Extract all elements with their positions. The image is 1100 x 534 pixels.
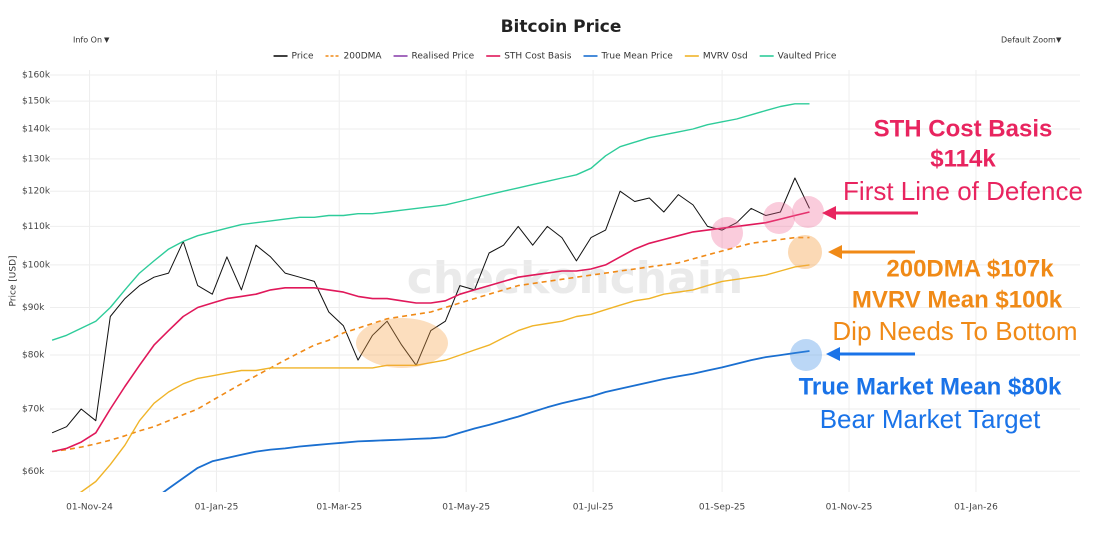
legend-label: True Mean Price — [601, 52, 674, 62]
watermark: checkonchain — [407, 253, 743, 304]
x-tick-label: 01-Jan-25 — [195, 503, 239, 513]
highlight-circle — [790, 339, 822, 371]
legend: Price 200DMA Realised Price STH Cost Basis T… — [273, 52, 837, 62]
x-tick-label: 01-Jul-25 — [573, 503, 614, 513]
annotation: True Market Mean $80k — [799, 373, 1062, 400]
highlight-circle — [711, 217, 743, 249]
y-tick-label: $70k — [22, 404, 45, 414]
x-tick-label: 01-Jan-26 — [954, 503, 998, 513]
y-tick-label: $120k — [22, 187, 51, 197]
annotations: STH Cost Basis $114k First Line of Defence… — [799, 115, 1083, 434]
highlight-circle — [792, 196, 824, 228]
annotation: Bear Market Target — [820, 404, 1041, 434]
zoom-caret[interactable]: ▼ — [1056, 36, 1062, 44]
legend-label: MVRV 0sd — [703, 52, 748, 62]
zoom-select[interactable]: Default Zoom — [1001, 36, 1056, 45]
arrow-head — [828, 245, 842, 259]
y-tick-label: $100k — [22, 260, 51, 270]
info-toggle[interactable]: Info On — [73, 36, 102, 45]
highlight-circle — [788, 235, 822, 269]
x-tick-label: 01-Nov-25 — [826, 503, 873, 513]
annotation: $114k — [930, 145, 996, 172]
series-line — [51, 103, 810, 341]
arrow-head — [822, 206, 836, 220]
x-tick-label: 01-Mar-25 — [316, 503, 362, 513]
y-tick-label: $110k — [22, 222, 51, 232]
series-line — [162, 350, 810, 492]
x-tick-label: 01-Sep-25 — [699, 503, 745, 513]
annotation: 200DMA $107k — [886, 255, 1054, 282]
chart-title: Bitcoin Price — [501, 17, 622, 37]
legend-label: STH Cost Basis — [504, 52, 572, 62]
arrows — [822, 206, 918, 361]
series-line — [51, 236, 810, 453]
x-tick-label: 01-May-25 — [442, 503, 490, 513]
highlights — [356, 196, 824, 371]
series-line — [51, 211, 810, 453]
arrow-head — [826, 347, 840, 361]
legend-label: Realised Price — [412, 52, 475, 62]
legend-label: Price — [292, 52, 314, 62]
info-caret[interactable]: ▼ — [104, 36, 110, 44]
y-tick-label: $90k — [22, 303, 45, 313]
annotation: First Line of Defence — [843, 176, 1083, 206]
legend-label: Vaulted Price — [778, 52, 837, 62]
series-line — [51, 177, 810, 434]
highlight-ellipse — [356, 318, 448, 368]
grid — [50, 70, 1080, 492]
y-tick-label: $160k — [22, 71, 51, 81]
y-tick-label: $80k — [22, 351, 45, 361]
plot-area — [51, 103, 810, 492]
y-tick-label: $150k — [22, 97, 51, 107]
x-tick-label: 01-Nov-24 — [66, 503, 113, 513]
annotation: MVRV Mean $100k — [852, 286, 1063, 313]
series-line — [79, 264, 810, 492]
annotation: STH Cost Basis — [874, 115, 1053, 142]
y-tick-label: $60k — [22, 467, 45, 477]
y-axis-label: Price [USD] — [9, 255, 19, 306]
legend-label: 200DMA — [344, 52, 383, 62]
highlight-circle — [763, 202, 795, 234]
y-tick-label: $140k — [22, 124, 51, 134]
y-tick-label: $130k — [22, 154, 51, 164]
annotation: Dip Needs To Bottom — [832, 316, 1077, 346]
